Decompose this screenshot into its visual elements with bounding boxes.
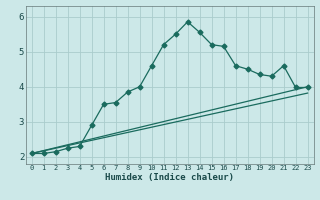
X-axis label: Humidex (Indice chaleur): Humidex (Indice chaleur) [105, 173, 234, 182]
